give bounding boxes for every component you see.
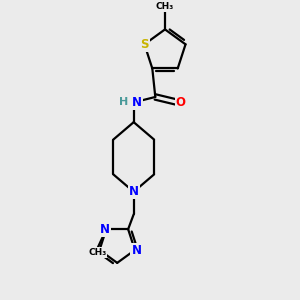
Text: N: N <box>131 244 141 256</box>
Text: CH₃: CH₃ <box>88 248 106 257</box>
Text: CH₃: CH₃ <box>156 2 174 11</box>
Text: N: N <box>100 223 110 236</box>
Text: O: O <box>176 96 186 109</box>
Text: S: S <box>140 38 149 51</box>
Text: N: N <box>132 96 142 109</box>
Text: N: N <box>129 185 139 198</box>
Text: H: H <box>119 98 128 107</box>
